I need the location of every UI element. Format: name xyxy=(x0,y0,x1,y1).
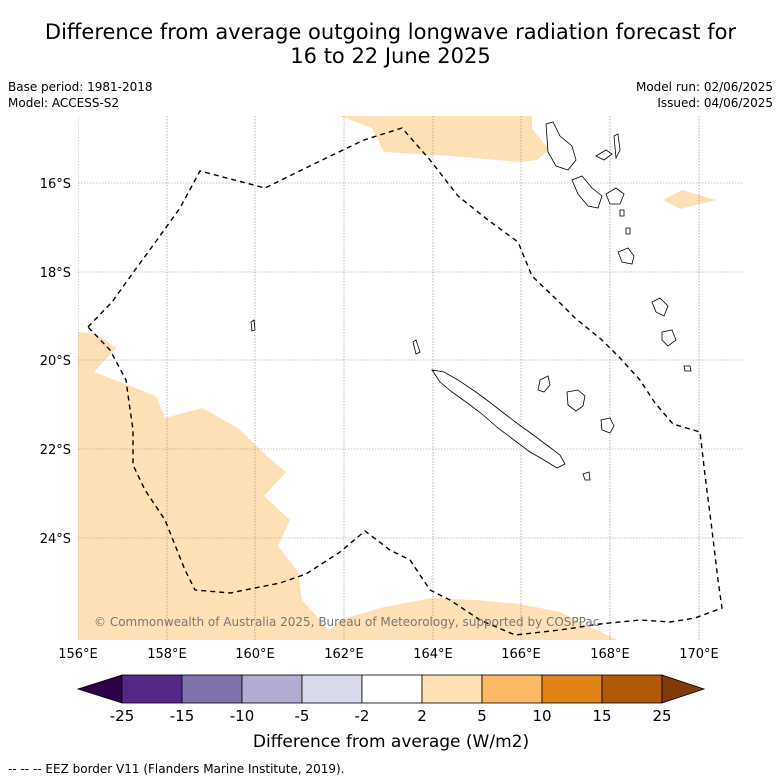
colorbar-label: -25 xyxy=(110,707,135,725)
coastlines xyxy=(250,121,692,481)
loyalty-island-ouvea xyxy=(537,375,551,393)
colorbar-label: -10 xyxy=(230,707,255,725)
islet-c xyxy=(619,209,625,217)
lon-label: 156°E xyxy=(58,647,98,662)
colorbar-bin xyxy=(241,674,303,704)
colorbar-label: 15 xyxy=(592,707,611,725)
lon-label: 168°E xyxy=(590,647,630,662)
colorbar-bin xyxy=(181,674,243,704)
colorbar-bin xyxy=(361,674,423,704)
lon-tick-labels: 156°E 158°E 160°E 162°E 164°E 166°E 168°… xyxy=(58,647,719,662)
colorbar-label: -15 xyxy=(170,707,195,725)
meta-right: Model run: 02/06/2025 Issued: 04/06/2025 xyxy=(636,79,773,111)
eez-border xyxy=(87,127,723,636)
vanuatu-pentecost xyxy=(613,133,621,160)
colorbar-bin xyxy=(481,674,543,704)
vanuatu-ambae xyxy=(595,149,613,161)
lat-label: 24°S xyxy=(40,532,71,547)
vanuatu-efate xyxy=(605,187,625,205)
loyalty-island-mare xyxy=(600,417,615,434)
vanuatu-santo xyxy=(545,121,577,171)
title-line-2: 16 to 22 June 2025 xyxy=(290,44,491,68)
vanuatu-shepherd xyxy=(617,247,635,265)
shading-northeast xyxy=(663,190,716,209)
lat-label: 20°S xyxy=(40,354,71,369)
colorbar-bin xyxy=(601,674,663,704)
colorbar-bin xyxy=(541,674,603,704)
colorbar-title: Difference from average (W/m2) xyxy=(253,732,529,752)
lat-label: 16°S xyxy=(40,177,71,192)
colorbar xyxy=(76,674,706,704)
base-period: Base period: 1981-2018 xyxy=(8,80,153,94)
isle-of-pines xyxy=(582,471,591,481)
shading-top xyxy=(340,116,549,162)
shading-west xyxy=(78,332,338,640)
colorbar-bin xyxy=(421,674,483,704)
issued-date: Issued: 04/06/2025 xyxy=(657,96,773,110)
map-panel: © Commonwealth of Australia 2025, Bureau… xyxy=(78,116,743,640)
eez-footnote: -- -- -- EEZ border V11 (Flanders Marine… xyxy=(8,762,345,776)
belep-island xyxy=(412,339,421,355)
lon-label: 166°E xyxy=(501,647,541,662)
colorbar-label: 2 xyxy=(417,707,427,725)
vanuatu-malekula xyxy=(571,175,603,209)
loyalty-island-lifou xyxy=(566,389,586,412)
vanuatu-aneityum xyxy=(683,365,692,372)
title-line-1: Difference from average outgoing longwav… xyxy=(44,20,737,44)
new-caledonia-coast xyxy=(431,369,566,469)
shading-south xyxy=(320,598,618,640)
colorbar-bin xyxy=(121,674,183,704)
colorbar-label: 10 xyxy=(532,707,551,725)
colorbar-label: 25 xyxy=(652,707,671,725)
lat-tick-labels: 16°S 18°S 20°S 22°S 24°S xyxy=(40,177,71,547)
lon-label: 160°E xyxy=(235,647,275,662)
model-run: Model run: 02/06/2025 xyxy=(635,80,773,94)
islet-a xyxy=(250,319,256,332)
lon-label: 158°E xyxy=(147,647,187,662)
islet-b xyxy=(625,227,631,235)
colorbar-extend-low xyxy=(76,674,123,704)
lat-label: 22°S xyxy=(40,443,71,458)
colorbar-label: -2 xyxy=(355,707,370,725)
colorbar-labels: -25 -15 -10 -5 -2 2 5 10 15 25 xyxy=(110,707,672,725)
anomaly-shading xyxy=(78,116,716,640)
lon-label: 162°E xyxy=(324,647,364,662)
colorbar-extend-high xyxy=(661,674,706,704)
copyright-notice: © Commonwealth of Australia 2025, Bureau… xyxy=(94,615,599,629)
model-name: Model: ACCESS-S2 xyxy=(8,96,120,110)
lon-label: 164°E xyxy=(413,647,453,662)
vanuatu-erromango xyxy=(651,297,669,317)
lat-label: 18°S xyxy=(40,266,71,281)
meta-left: Base period: 1981-2018 Model: ACCESS-S2 xyxy=(8,79,153,111)
colorbar-label: -5 xyxy=(295,707,310,725)
colorbar-label: 5 xyxy=(477,707,487,725)
lon-label: 170°E xyxy=(679,647,719,662)
colorbar-bin xyxy=(301,674,363,704)
map-title: Difference from average outgoing longwav… xyxy=(0,20,781,68)
vanuatu-tanna xyxy=(661,329,677,347)
